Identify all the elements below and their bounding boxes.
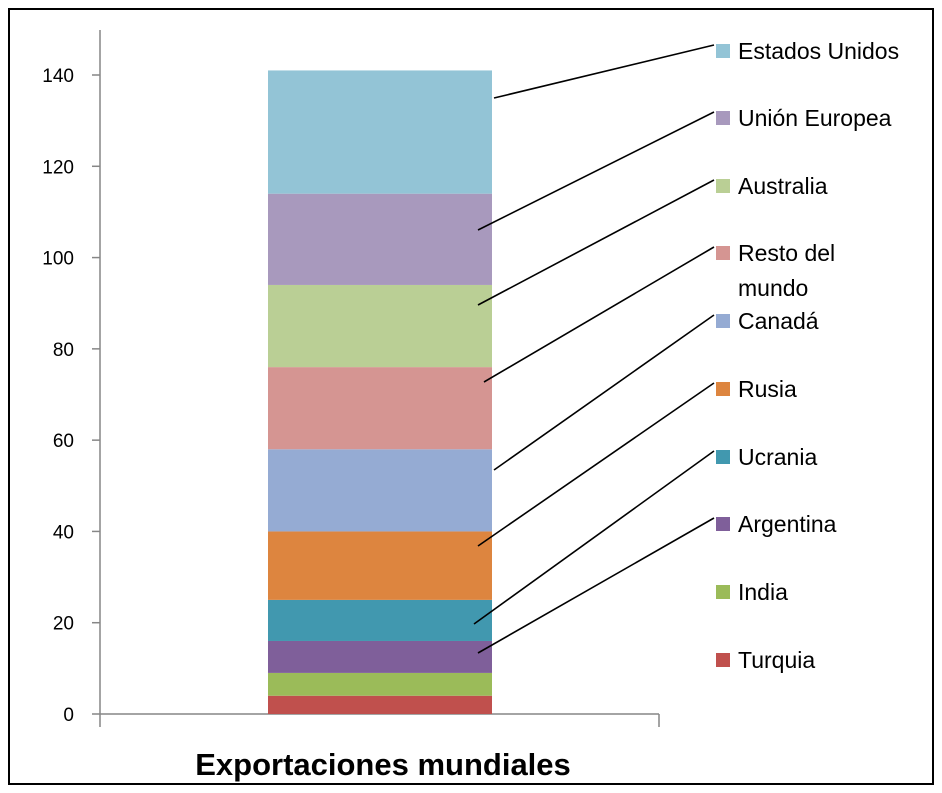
leader-lines [473,44,715,654]
leader-line-union-europea [477,111,715,231]
bar-segment-rusia [268,531,492,600]
y-tick-label: 80 [53,340,74,361]
legend-swatch [716,450,730,464]
y-tick-label: 60 [53,431,74,452]
y-tick-label: 40 [53,522,74,543]
bar-segment-resto-del-mundo [268,367,492,450]
legend-label-estados-unidos: Estados Unidos [738,38,899,64]
bar-segment-australia [268,284,492,368]
x-axis-title: Exportaciones mundiales [195,747,571,782]
bar-segment-india [268,672,492,696]
bar-segment-ucrania [268,599,492,641]
legend-swatch [716,382,730,396]
y-ticks: 0 20 40 60 80 100 120 140 [42,66,100,726]
bar-segment-canada [268,449,492,532]
stack-segments [268,70,492,714]
leader-line-rusia [477,382,715,547]
y-tick-label: 120 [42,157,74,178]
legend-label-rusia: Rusia [738,376,797,402]
legend-swatch [716,111,730,125]
legend-swatch [716,179,730,193]
legend-label-canada: Canadá [738,308,819,334]
y-tick-label: 0 [63,705,74,726]
leader-line-argentina [477,517,715,654]
legend-label-australia: Australia [738,173,828,199]
legend-label-resto-del-mundo: Resto del mundo [738,240,835,301]
leader-line-australia [477,179,715,306]
legend-swatch [716,314,730,328]
bar-segment-turquia [268,695,492,714]
bar-segment-union-europea [268,193,492,285]
leader-line-ucrania [473,450,715,625]
legend-label-argentina: Argentina [738,511,837,537]
leader-line-estados-unidos [493,44,715,99]
legend-swatch [716,585,730,599]
legend-label-india: India [738,579,788,605]
legend-swatch [716,653,730,667]
legend-swatch [716,44,730,58]
legend-label-turquia: Turquia [738,647,815,673]
y-tick-label: 140 [42,66,74,87]
y-tick-label: 20 [53,614,74,635]
legend-label-union-europea: Unión Europea [738,105,892,131]
leader-line-canada [493,314,715,471]
bar-segment-argentina [268,640,492,673]
y-tick-label: 100 [42,249,74,270]
legend-label-ucrania: Ucrania [738,444,817,470]
bar-segment-estados-unidos [268,70,492,194]
leader-line-resto-del-mundo [483,246,715,383]
legend-swatch [716,517,730,531]
legend-swatch [716,246,730,260]
legend: Estados Unidos Unión Europea Australia Rest… [716,38,899,673]
